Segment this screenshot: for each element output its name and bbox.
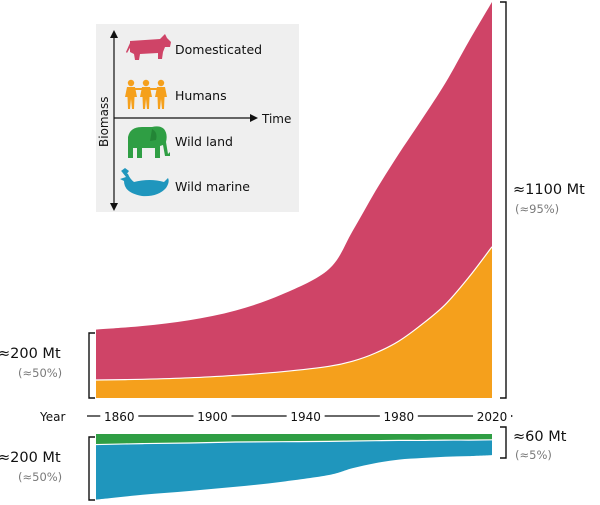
- legend-y-arrow-top: [110, 30, 118, 38]
- legend-label-humans: Humans: [175, 88, 227, 103]
- legend-label-domesticated: Domesticated: [175, 42, 262, 57]
- legend-x-arrow: [250, 114, 258, 122]
- x-tick-label: 1980: [384, 410, 415, 424]
- humans-icon: [125, 79, 167, 109]
- x-tick-label-bg: [286, 408, 325, 424]
- whale-icon: [120, 168, 169, 197]
- left-bottom-value: ≈200 Mt: [0, 450, 61, 466]
- wild-marine-boundary-line: [95, 439, 493, 446]
- legend-x-axis-label: Time: [261, 112, 291, 126]
- elephant-icon: [128, 126, 170, 158]
- lower-panel: [95, 434, 493, 500]
- right-top-value: ≈1100 Mt: [513, 182, 585, 198]
- x-axis: Year 1860 1900 1940 1980 2020: [39, 408, 513, 424]
- humans-area: [96, 246, 492, 398]
- domesticated-area: [96, 2, 492, 380]
- x-axis-label: Year: [39, 410, 65, 424]
- x-tick-label: 1940: [290, 410, 321, 424]
- wild-land-area: [96, 434, 492, 445]
- right-top-bracket: ≈1100 Mt (≈95%): [500, 1, 585, 399]
- x-tick-label: 2020: [477, 410, 508, 424]
- x-tick-label-bg: [379, 408, 418, 424]
- wild-marine-area: [96, 439, 492, 500]
- right-bottom-bracket: ≈60 Mt (≈5%): [500, 426, 567, 462]
- left-bottom-bracket: ≈200 Mt (≈50%): [0, 436, 95, 501]
- right-bottom-value: ≈60 Mt: [513, 429, 567, 445]
- left-top-percent: (≈50%): [18, 366, 62, 380]
- humans-boundary-line: [95, 246, 493, 381]
- left-top-bracket: ≈200 Mt (≈50%): [0, 332, 95, 399]
- left-top-value: ≈200 Mt: [0, 346, 61, 362]
- x-tick-label-bg: [193, 408, 232, 424]
- x-tick-label-bg: [473, 408, 511, 424]
- right-top-percent: (≈95%): [515, 202, 559, 216]
- right-bottom-percent: (≈5%): [515, 448, 552, 462]
- legend-label-wild-marine: Wild marine: [175, 179, 250, 194]
- left-bottom-percent: (≈50%): [18, 470, 62, 484]
- x-tick-label: 1900: [197, 410, 228, 424]
- legend-y-axis-label: Biomass: [97, 97, 111, 147]
- x-tick-label: 1860: [104, 410, 135, 424]
- cow-icon: [126, 34, 171, 60]
- legend-y-arrow-bottom: [110, 203, 118, 211]
- x-tick-label-bg: [100, 408, 139, 424]
- legend-label-wild-land: Wild land: [175, 134, 233, 149]
- upper-panel: [95, 2, 493, 398]
- legend: Biomass Time Domesticated Humans Wild la…: [96, 24, 299, 212]
